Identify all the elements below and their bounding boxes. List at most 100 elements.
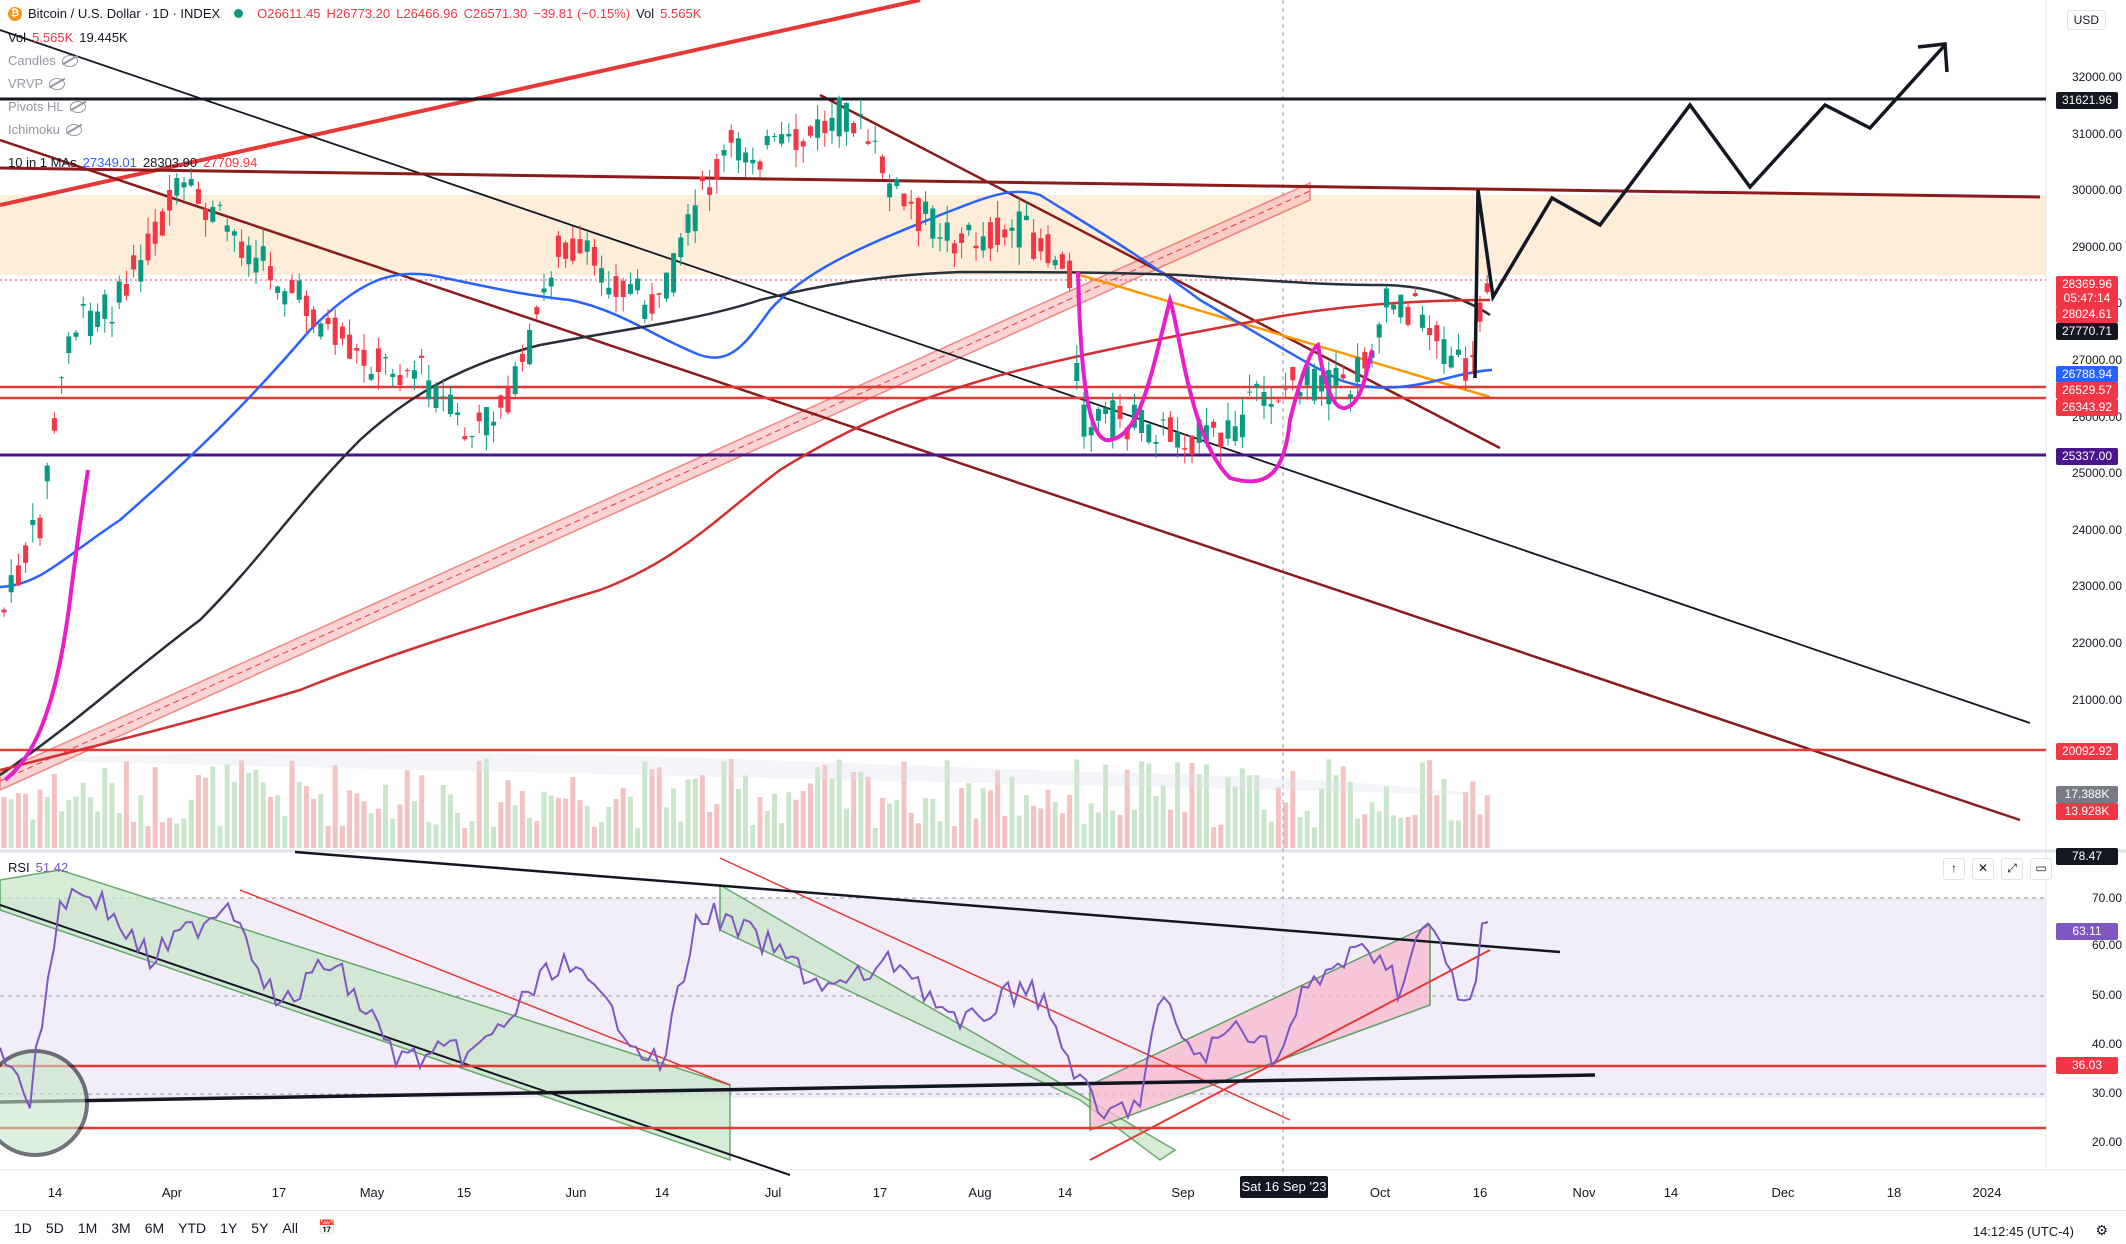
hidden-eye-icon[interactable] — [69, 100, 86, 113]
candle — [1383, 288, 1389, 308]
volume-bar — [361, 801, 367, 848]
pink-head-shoulders — [1076, 271, 1374, 484]
range-all[interactable]: All — [282, 1219, 298, 1236]
volume-bar — [253, 769, 259, 848]
candle — [195, 189, 201, 204]
candle — [548, 277, 554, 287]
settings-icon[interactable]: ⚙ — [2095, 1222, 2108, 1238]
volume-bar — [123, 761, 129, 848]
volume-bar — [584, 805, 590, 848]
candles-legend[interactable]: Candles — [8, 53, 78, 68]
volume-bar — [771, 793, 777, 848]
range-6m[interactable]: 6M — [144, 1219, 165, 1236]
candle — [404, 370, 410, 372]
volume-bar — [267, 796, 273, 848]
volume-bar — [455, 812, 461, 848]
candle — [159, 211, 165, 236]
range-5d[interactable]: 5D — [45, 1219, 64, 1236]
volume-bar — [469, 821, 475, 848]
vol-legend[interactable]: Vol 5.565K 19.445K — [8, 30, 128, 45]
candle — [1038, 238, 1044, 252]
volume-bar — [836, 759, 842, 848]
mas-legend[interactable]: 10 in 1 MAs 27349.01 28303.90 27709.94 — [8, 155, 257, 170]
date-tick: 15 — [456, 1185, 472, 1200]
range-ytd[interactable]: YTD — [178, 1219, 207, 1236]
range-3m[interactable]: 3M — [111, 1219, 131, 1236]
volume-bar — [1369, 802, 1375, 848]
ichimoku-legend[interactable]: Ichimoku — [8, 122, 83, 137]
date-tick: 17 — [271, 1185, 287, 1200]
date-tick: Oct — [1369, 1185, 1391, 1200]
projection-arrowhead — [1917, 42, 1949, 73]
range-1d[interactable]: 1D — [14, 1219, 32, 1236]
maroon-horizontal — [0, 166, 2041, 199]
volume-bar — [678, 821, 684, 848]
candle — [433, 386, 439, 408]
collapse-icon[interactable]: ⤢ — [2001, 858, 2023, 880]
candle — [109, 321, 115, 324]
volume-bar — [1283, 802, 1289, 848]
candle — [1074, 362, 1080, 382]
date-tick: Aug — [968, 1185, 992, 1200]
vol-label: Vol — [636, 6, 655, 21]
pivots-legend[interactable]: Pivots HL — [8, 99, 86, 114]
move-up-icon[interactable]: ↑ — [1943, 858, 1965, 880]
candle — [174, 177, 180, 196]
rsi-legend[interactable]: RSI 51.42 — [8, 860, 68, 875]
candle — [980, 236, 986, 251]
candle — [714, 159, 720, 179]
volume-bar — [325, 826, 331, 848]
candle — [858, 114, 864, 116]
range-1y[interactable]: 1Y — [220, 1219, 238, 1236]
candle — [606, 287, 612, 295]
candle — [1081, 404, 1087, 437]
volume-bar — [1470, 781, 1476, 848]
volume-bar — [167, 817, 173, 848]
volume-bar — [275, 795, 281, 848]
maximize-icon[interactable]: ▭ — [2030, 858, 2052, 880]
volume-bar — [606, 806, 612, 848]
vrvp-legend[interactable]: VRVP — [8, 76, 66, 91]
currency-selector[interactable]: USD — [2066, 10, 2106, 30]
volume-bar — [23, 793, 29, 848]
price-tag: 31621.96 — [2056, 92, 2118, 109]
volume-bar — [447, 794, 453, 848]
candle — [1412, 293, 1418, 296]
candle — [1448, 355, 1454, 368]
candle — [275, 286, 281, 293]
price-tag: 26529.57 — [2056, 382, 2118, 399]
rsi-tick: 40.00 — [2091, 1037, 2122, 1051]
volume-bar — [541, 791, 547, 848]
volume-bar — [1225, 777, 1231, 848]
candle — [1247, 391, 1253, 393]
volume-bar — [1146, 763, 1152, 848]
volume-bar — [491, 826, 497, 848]
candlesticks — [1, 95, 1490, 617]
volume-bar — [649, 769, 655, 848]
volume-bar — [426, 821, 432, 848]
volume-bar — [1059, 813, 1065, 848]
hidden-eye-icon[interactable] — [61, 54, 78, 67]
range-5y[interactable]: 5Y — [251, 1219, 269, 1236]
symbol-title[interactable]: Bitcoin / U.S. Dollar · 1D · INDEX — [28, 6, 221, 21]
range-1m[interactable]: 1M — [77, 1219, 98, 1236]
resistance-zone — [0, 195, 2046, 275]
price-tick: 27000.00 — [2071, 353, 2122, 367]
clock[interactable]: 14:12:45 (UTC-4) — [1972, 1224, 2074, 1239]
rsi-tick: 78.47 — [2056, 848, 2118, 865]
candle — [685, 214, 691, 233]
volume-bar — [1434, 795, 1440, 848]
volume-bar — [1160, 785, 1166, 848]
volume-bar — [570, 777, 576, 848]
calendar-icon[interactable]: 📅 — [317, 1219, 336, 1235]
hidden-eye-icon[interactable] — [49, 77, 66, 90]
close-icon[interactable]: ✕ — [1972, 858, 1994, 880]
volume-bar — [318, 794, 324, 848]
volume-bar — [411, 801, 417, 848]
volume-bar — [591, 826, 597, 848]
volume-bar — [915, 823, 921, 848]
candle — [1016, 211, 1022, 248]
hidden-eye-icon[interactable] — [66, 123, 83, 136]
